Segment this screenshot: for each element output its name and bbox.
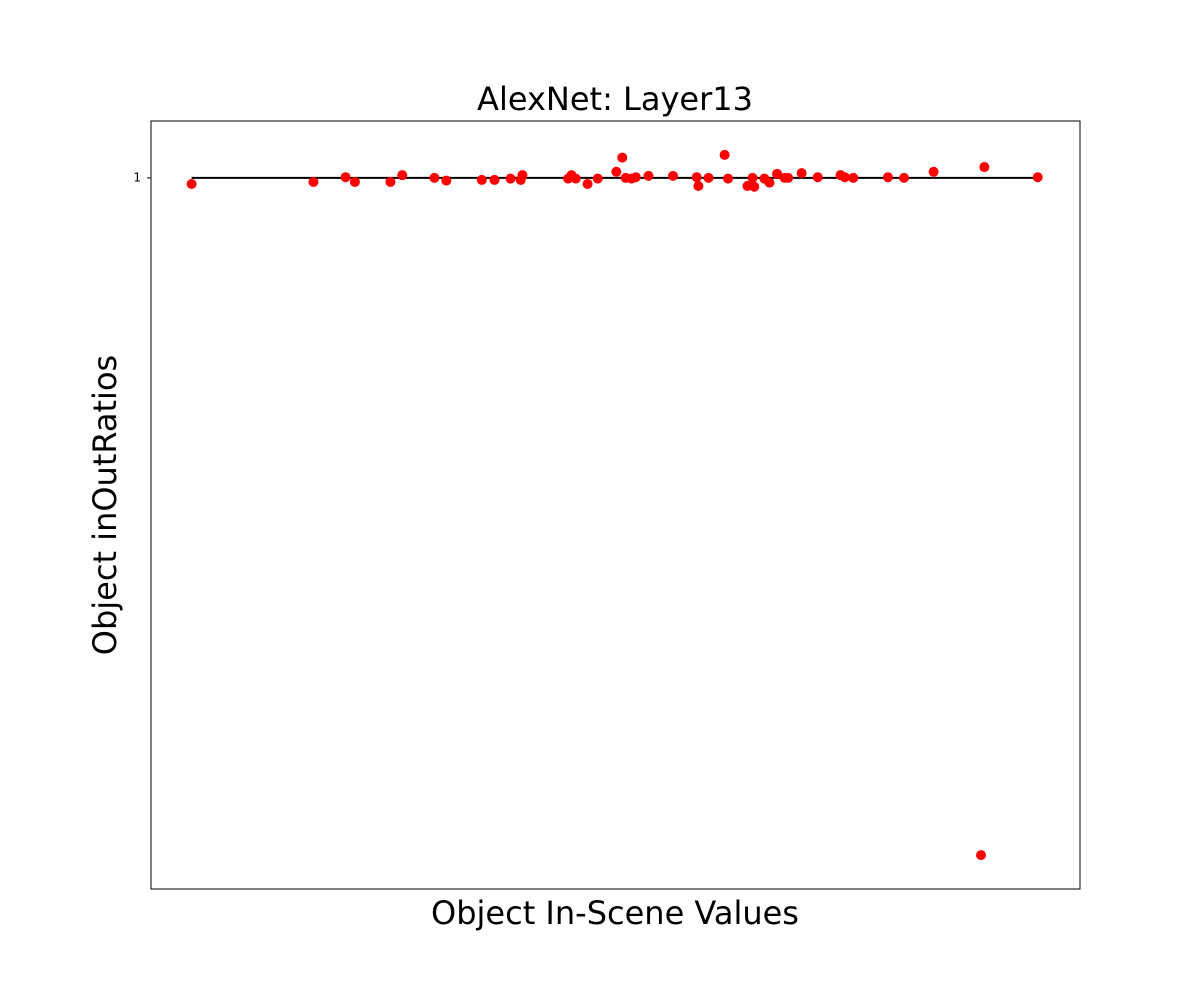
scatter-point <box>719 149 730 160</box>
scatter-point <box>723 173 734 184</box>
scatter-point <box>976 850 987 861</box>
scatter-point <box>749 181 760 192</box>
scatter-point <box>643 170 654 181</box>
scatter-point <box>349 176 360 187</box>
scatter-point <box>570 173 581 184</box>
scatter-point <box>693 181 704 192</box>
scatter-point <box>668 170 679 181</box>
scatter-point <box>308 176 319 187</box>
scatter-point <box>489 174 500 185</box>
y-axis-label: Object inOutRatios <box>86 355 124 655</box>
scatter-point <box>476 174 487 185</box>
scatter-point <box>397 170 408 181</box>
plot-frame <box>150 120 1081 890</box>
scatter-point <box>1032 172 1043 183</box>
scatter-point <box>429 172 440 183</box>
scatter-point <box>186 178 197 189</box>
scatter-point <box>812 172 823 183</box>
scatter-point <box>783 172 794 183</box>
scatter-point <box>691 172 702 183</box>
scatter-point <box>848 172 859 183</box>
scatter-point <box>839 172 850 183</box>
scatter-point <box>796 168 807 179</box>
scatter-point <box>617 152 628 163</box>
scatter-point <box>772 168 783 179</box>
x-axis-label: Object In-Scene Values <box>431 894 799 932</box>
scatter-point <box>899 172 910 183</box>
scatter-point <box>592 173 603 184</box>
scatter-point <box>441 175 452 186</box>
scatter-point <box>703 172 714 183</box>
y-tick-label: 1 <box>133 170 141 184</box>
scatter-point <box>764 177 775 188</box>
scatter-point <box>630 172 641 183</box>
chart-title: AlexNet: Layer13 <box>477 80 753 118</box>
scatter-point <box>928 166 939 177</box>
scatter-point <box>747 172 758 183</box>
scatter-point <box>582 178 593 189</box>
scatter-point <box>882 172 893 183</box>
scatter-point <box>385 176 396 187</box>
scatter-point <box>340 172 351 183</box>
scatter-point <box>979 162 990 173</box>
scatter-point <box>611 166 622 177</box>
scatter-point <box>517 170 528 181</box>
scatter-point <box>505 173 516 184</box>
